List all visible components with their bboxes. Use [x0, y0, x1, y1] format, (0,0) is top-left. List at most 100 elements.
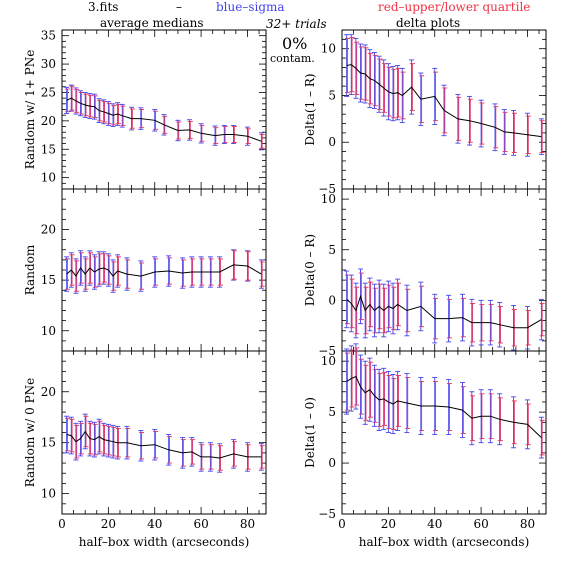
- quartile-error-bar: [92, 95, 98, 118]
- y-tick-label: 0: [328, 293, 336, 307]
- x-tick-label: 0: [58, 517, 66, 531]
- y-axis-label: Delta(1 – R): [303, 73, 317, 145]
- y-tick-label: 20: [41, 223, 56, 237]
- quartile-error-bar: [363, 286, 369, 335]
- y-tick-label: 15: [41, 436, 56, 450]
- chart-panel-left-1: 10 15 20 Random: [23, 188, 267, 352]
- y-tick-label: 10: [41, 324, 56, 338]
- quartile-error-bar: [64, 258, 70, 290]
- quartile-error-bar: [69, 254, 75, 286]
- quartile-error-bar: [382, 287, 388, 334]
- quartile-error-bar: [83, 415, 89, 448]
- quartile-error-bar: [368, 361, 374, 418]
- y-tick-label: 25: [41, 85, 56, 99]
- x-tick-label: 80: [520, 517, 535, 531]
- x-tick-label: 80: [240, 517, 255, 531]
- y-tick-label: 5: [328, 243, 336, 257]
- quartile-error-bar: [74, 260, 80, 292]
- y-tick-label: 5: [328, 405, 336, 419]
- chart-panel-left-0: 10 15 20 25 30 35 Random w/ 1+ PNe: [23, 29, 267, 190]
- chart-panel-right-1: −5 0 5 10 Delta(0 – R): [303, 188, 547, 358]
- quartile-error-bar: [525, 403, 531, 446]
- quartile-error-bar: [358, 272, 364, 321]
- y-axis-label: Delta(0 – R): [303, 234, 317, 306]
- quartile-error-bar: [539, 302, 545, 337]
- quartile-error-bar: [106, 255, 112, 285]
- x-tick-label: 40: [147, 517, 162, 531]
- quartile-error-bar: [460, 386, 466, 434]
- trials-label: 32+ trials: [266, 17, 327, 31]
- median-series-line: [346, 294, 542, 329]
- quartile-error-bar: [78, 422, 84, 455]
- median-series-line: [346, 375, 542, 438]
- quartile-error-bar: [111, 261, 117, 291]
- quartile-error-bar: [354, 286, 360, 335]
- right-column-title: delta plots: [396, 16, 461, 30]
- plot-frame: [61, 350, 267, 515]
- quartile-error-bar: [69, 418, 75, 453]
- y-tick-label: 10: [321, 42, 336, 56]
- quartile-error-bar: [344, 274, 350, 325]
- file-label: 3.fits: [88, 0, 119, 14]
- median-series-line: [346, 64, 542, 138]
- y-tick-label: 35: [41, 29, 56, 43]
- y-tick-label: 5: [328, 88, 336, 102]
- y-tick-label: 15: [41, 273, 56, 287]
- y-tick-label: 10: [321, 354, 336, 368]
- left-column-title: average medians: [100, 16, 204, 30]
- contamination-percent: 0%: [282, 34, 308, 53]
- y-tick-label: 10: [41, 487, 56, 501]
- median-series-line: [66, 264, 262, 278]
- quartile-error-bar: [368, 281, 374, 328]
- y-axis-label: Random w/ 1+ PNe: [23, 50, 37, 170]
- contamination-label: contam.: [270, 52, 315, 65]
- y-tick-label: 0: [328, 456, 336, 470]
- chart-panel-left-2: 0 20 40 60 80 10 15 20 Random w/ 0 PNe: [23, 350, 267, 531]
- quartile-error-bar: [409, 63, 415, 111]
- quartile-error-bar: [539, 419, 545, 456]
- plot-frame: [341, 350, 547, 515]
- y-tick-label: 10: [321, 192, 336, 206]
- y-tick-label: −5: [318, 344, 336, 358]
- quartile-error-bar: [358, 358, 364, 415]
- legend-blue-sigma: blue–sigma: [216, 0, 285, 14]
- x-tick-label: 20: [381, 517, 396, 531]
- quartile-error-bar: [349, 278, 355, 329]
- y-tick-label: 30: [41, 57, 56, 71]
- quartile-error-bar: [539, 120, 545, 153]
- header-dash: –: [176, 0, 182, 14]
- y-tick-label: −5: [318, 182, 336, 196]
- quartile-error-bar: [259, 134, 265, 149]
- quartile-error-bar: [259, 261, 265, 287]
- y-tick-label: −5: [318, 507, 336, 521]
- quartile-error-bar: [372, 287, 378, 334]
- y-tick-label: 20: [41, 385, 56, 399]
- y-axis-label: Random: [23, 244, 37, 295]
- quartile-error-bar: [83, 258, 89, 290]
- y-tick-label: 20: [41, 114, 56, 128]
- x-tick-label: 20: [101, 517, 116, 531]
- legend-red-quartile: red–upper/lower quartile: [378, 0, 531, 14]
- plot-frame: [61, 29, 267, 190]
- x-tick-label: 0: [338, 517, 346, 531]
- median-series-line: [66, 97, 262, 142]
- quartile-error-bar: [382, 63, 388, 113]
- y-tick-label: 0: [328, 135, 336, 149]
- y-tick-label: 15: [41, 142, 56, 156]
- chart-panel-right-0: −5 0 5 10 Delta(1 – R): [303, 29, 547, 196]
- y-axis-label: Delta(1 – 0): [303, 397, 317, 468]
- x-tick-label: 60: [473, 517, 488, 531]
- x-tick-label: 40: [427, 517, 442, 531]
- quartile-error-bar: [433, 71, 439, 122]
- x-axis-label: half–box width (arcseconds): [79, 535, 250, 549]
- quartile-error-bar: [354, 41, 360, 95]
- quartile-error-bar: [78, 252, 84, 284]
- quartile-error-bar: [88, 252, 94, 284]
- quartile-error-bar: [354, 347, 360, 406]
- quartile-error-bar: [363, 47, 369, 101]
- x-tick-label: 60: [193, 517, 208, 531]
- y-tick-label: 10: [41, 171, 56, 185]
- y-axis-label: Random w/ 0 PNe: [23, 378, 37, 488]
